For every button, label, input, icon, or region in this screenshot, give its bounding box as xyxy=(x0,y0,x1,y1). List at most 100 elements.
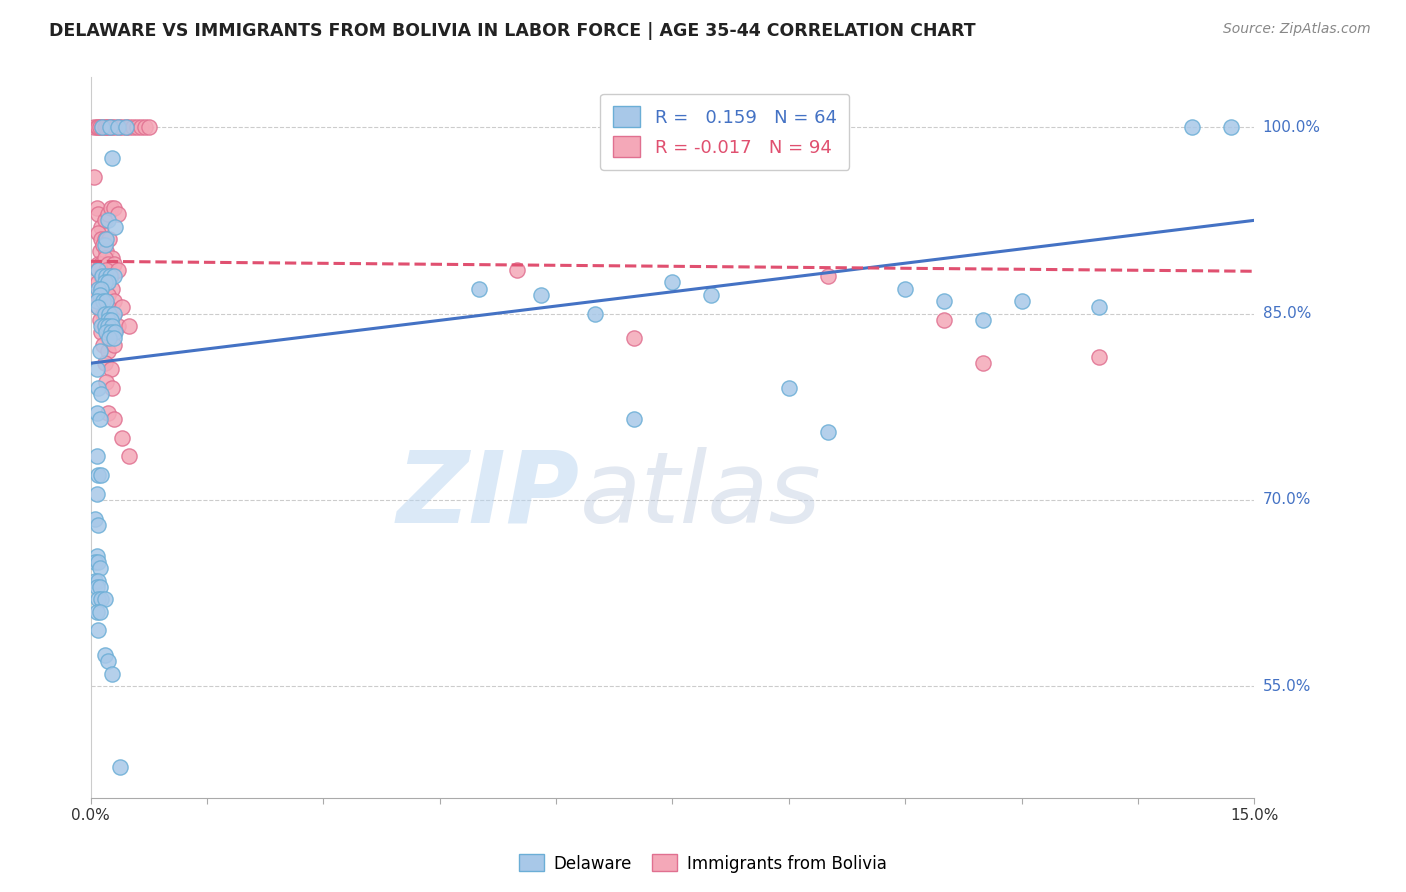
Point xyxy=(101,151,124,165)
Point xyxy=(1181,120,1204,135)
Point xyxy=(111,431,134,445)
Point xyxy=(86,201,108,215)
Point xyxy=(84,574,107,588)
Point xyxy=(932,294,955,309)
Point xyxy=(103,257,125,271)
Point xyxy=(100,269,122,284)
Point xyxy=(506,263,529,277)
Point xyxy=(87,624,110,638)
Point xyxy=(97,276,120,290)
Legend: Delaware, Immigrants from Bolivia: Delaware, Immigrants from Bolivia xyxy=(512,847,894,880)
Point xyxy=(1088,350,1111,364)
Point xyxy=(90,219,112,234)
Point xyxy=(89,312,111,326)
Point xyxy=(108,760,131,774)
Point xyxy=(103,294,125,309)
Point xyxy=(107,120,129,135)
Point xyxy=(89,120,111,135)
Point xyxy=(817,425,839,439)
Point xyxy=(86,362,108,376)
Point xyxy=(87,226,110,240)
Point xyxy=(101,381,124,395)
Text: 85.0%: 85.0% xyxy=(1263,306,1310,321)
Point xyxy=(661,276,683,290)
Point xyxy=(1088,300,1111,314)
Point xyxy=(97,276,120,290)
Point xyxy=(101,251,124,265)
Point xyxy=(90,282,112,296)
Point xyxy=(972,312,994,326)
Point xyxy=(89,343,111,358)
Point xyxy=(93,232,115,246)
Point xyxy=(91,238,114,252)
Point xyxy=(118,450,141,464)
Point xyxy=(138,120,160,135)
Point xyxy=(89,561,111,575)
Point xyxy=(93,318,115,333)
Point xyxy=(94,263,117,277)
Point xyxy=(86,580,108,594)
Point xyxy=(93,238,115,252)
Point xyxy=(103,331,125,345)
Point xyxy=(104,219,127,234)
Point xyxy=(93,318,115,333)
Point xyxy=(94,120,117,135)
Point xyxy=(93,356,115,370)
Point xyxy=(84,511,107,525)
Point xyxy=(87,276,110,290)
Point xyxy=(118,318,141,333)
Point xyxy=(100,201,122,215)
Point xyxy=(86,120,108,135)
Point xyxy=(89,288,111,302)
Point xyxy=(1011,294,1033,309)
Text: ZIP: ZIP xyxy=(396,447,579,544)
Text: 70.0%: 70.0% xyxy=(1263,492,1310,508)
Point xyxy=(87,300,110,314)
Point xyxy=(101,666,124,681)
Point xyxy=(1220,120,1243,135)
Point xyxy=(101,120,124,135)
Point xyxy=(94,294,117,309)
Point xyxy=(101,318,124,333)
Point xyxy=(100,362,122,376)
Point xyxy=(87,517,110,532)
Point xyxy=(100,318,122,333)
Point xyxy=(86,406,108,420)
Point xyxy=(97,257,120,271)
Point xyxy=(778,381,800,395)
Point xyxy=(104,325,127,339)
Point xyxy=(89,605,111,619)
Point xyxy=(97,312,120,326)
Point xyxy=(87,574,110,588)
Point xyxy=(97,331,120,345)
Point xyxy=(93,213,115,227)
Point xyxy=(90,232,112,246)
Text: 55.0%: 55.0% xyxy=(1263,679,1310,694)
Point xyxy=(103,337,125,351)
Point xyxy=(89,412,111,426)
Point xyxy=(98,232,121,246)
Point xyxy=(103,269,125,284)
Point xyxy=(91,294,114,309)
Point xyxy=(114,120,136,135)
Point xyxy=(89,288,111,302)
Legend: R =   0.159   N = 64, R = -0.017   N = 94: R = 0.159 N = 64, R = -0.017 N = 94 xyxy=(600,94,849,169)
Point xyxy=(93,251,115,265)
Point xyxy=(98,120,121,135)
Point xyxy=(83,120,105,135)
Point xyxy=(107,120,129,135)
Point xyxy=(972,356,994,370)
Point xyxy=(98,269,121,284)
Point xyxy=(107,318,129,333)
Point xyxy=(90,269,112,284)
Point xyxy=(107,263,129,277)
Point xyxy=(583,306,606,320)
Point xyxy=(91,294,114,309)
Point xyxy=(97,654,120,668)
Text: Source: ZipAtlas.com: Source: ZipAtlas.com xyxy=(1223,22,1371,37)
Point xyxy=(86,450,108,464)
Point xyxy=(93,120,115,135)
Point xyxy=(107,207,129,221)
Point xyxy=(86,294,108,309)
Point xyxy=(101,282,124,296)
